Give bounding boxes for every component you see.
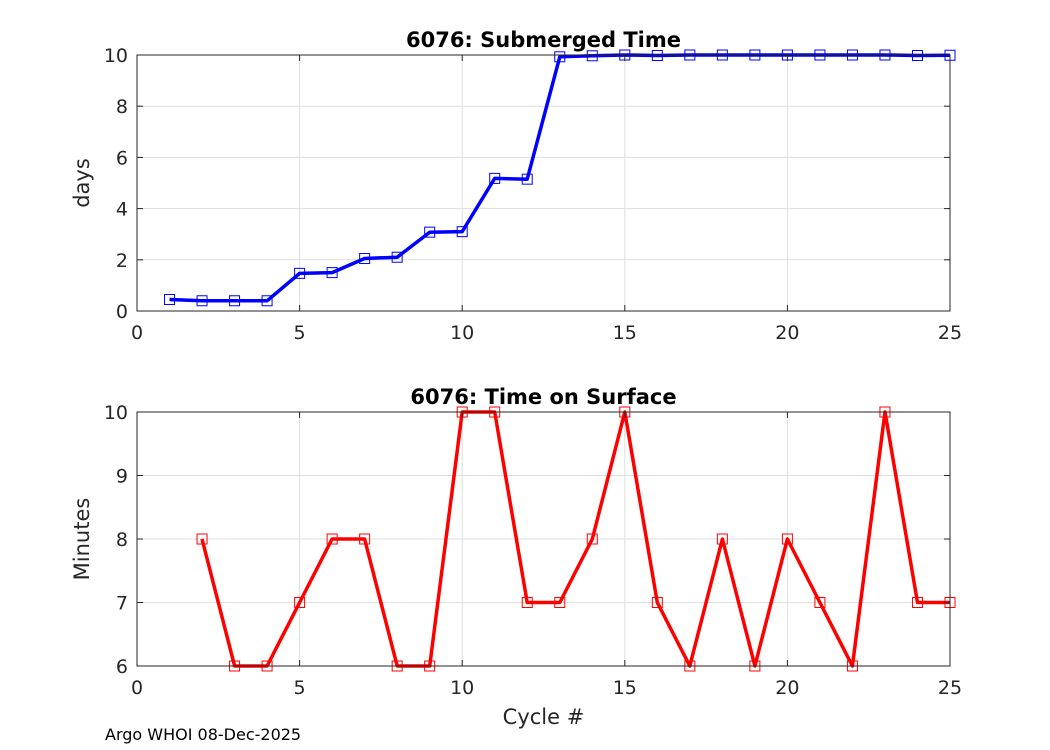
data-point-marker — [651, 50, 663, 62]
y-axis-label: days — [70, 158, 94, 208]
x-tick-label: 25 — [938, 677, 962, 699]
y-tick-label: 6 — [116, 147, 128, 169]
data-point-marker — [781, 533, 793, 545]
x-tick-label: 20 — [775, 322, 799, 344]
x-tick-label: 25 — [938, 322, 962, 344]
data-point-marker — [196, 533, 208, 545]
data-point-marker — [261, 295, 273, 307]
y-tick-label: 8 — [116, 96, 128, 118]
data-point-marker — [554, 51, 566, 63]
data-point-marker — [359, 533, 371, 545]
plot-panel-2: 0 5 10 15 20 25 6 7 8 9 10 6076: Time on Surface Min… — [70, 385, 962, 729]
data-point-marker — [456, 226, 468, 238]
data-point-marker — [651, 597, 663, 608]
plot-panel-1: 0 5 10 15 20 25 0 2 4 6 8 10 6076: Submerged Time day… — [70, 28, 962, 344]
data-point-marker — [911, 50, 923, 62]
x-tick-label: 5 — [294, 677, 306, 699]
data-point-marker — [716, 533, 728, 545]
data-point-marker — [521, 597, 533, 608]
data-point-marker — [229, 295, 241, 307]
data-point-marker — [326, 533, 338, 545]
y-axis-label: Minutes — [70, 498, 94, 581]
data-point-marker — [294, 267, 306, 279]
x-tick-label: 20 — [775, 677, 799, 699]
x-tick-label: 5 — [294, 322, 306, 344]
y-tick-label: 0 — [116, 301, 128, 323]
axes-box — [136, 54, 951, 312]
data-point-marker — [554, 597, 566, 608]
y-tick-label: 8 — [116, 529, 128, 551]
data-point-marker — [196, 295, 208, 307]
data-point-marker — [164, 293, 176, 305]
data-point-marker — [586, 533, 598, 545]
y-tick-label: 7 — [116, 593, 128, 615]
data-point-marker — [586, 50, 598, 62]
y-tick-label: 10 — [104, 45, 128, 67]
data-point-marker — [911, 597, 923, 608]
data-point-marker — [391, 251, 403, 263]
data-point-marker — [814, 597, 826, 608]
data-point-marker — [521, 173, 533, 185]
x-tick-label: 15 — [613, 322, 637, 344]
data-point-marker — [359, 253, 371, 265]
x-tick-label: 15 — [613, 677, 637, 699]
y-tick-label: 2 — [116, 250, 128, 272]
x-tick-label: 0 — [131, 677, 143, 699]
y-tick-label: 9 — [116, 466, 128, 488]
chart-title: 6076: Submerged Time — [406, 28, 681, 52]
data-point-marker — [424, 226, 436, 238]
x-tick-label: 10 — [450, 677, 474, 699]
x-tick-label: 0 — [131, 322, 143, 344]
y-tick-label: 6 — [116, 656, 128, 678]
y-tick-label: 4 — [116, 199, 128, 221]
footer-credit: Argo WHOI 08-Dec-2025 — [105, 725, 302, 744]
x-axis-label: Cycle # — [503, 705, 585, 729]
series-line — [200, 410, 950, 668]
plot-area — [137, 55, 950, 311]
data-point-marker — [326, 267, 338, 279]
data-point-marker — [294, 597, 306, 608]
y-tick-label: 10 — [104, 402, 128, 424]
chart-title: 6076: Time on Surface — [410, 385, 676, 409]
data-point-marker — [489, 172, 501, 184]
x-tick-label: 10 — [450, 322, 474, 344]
